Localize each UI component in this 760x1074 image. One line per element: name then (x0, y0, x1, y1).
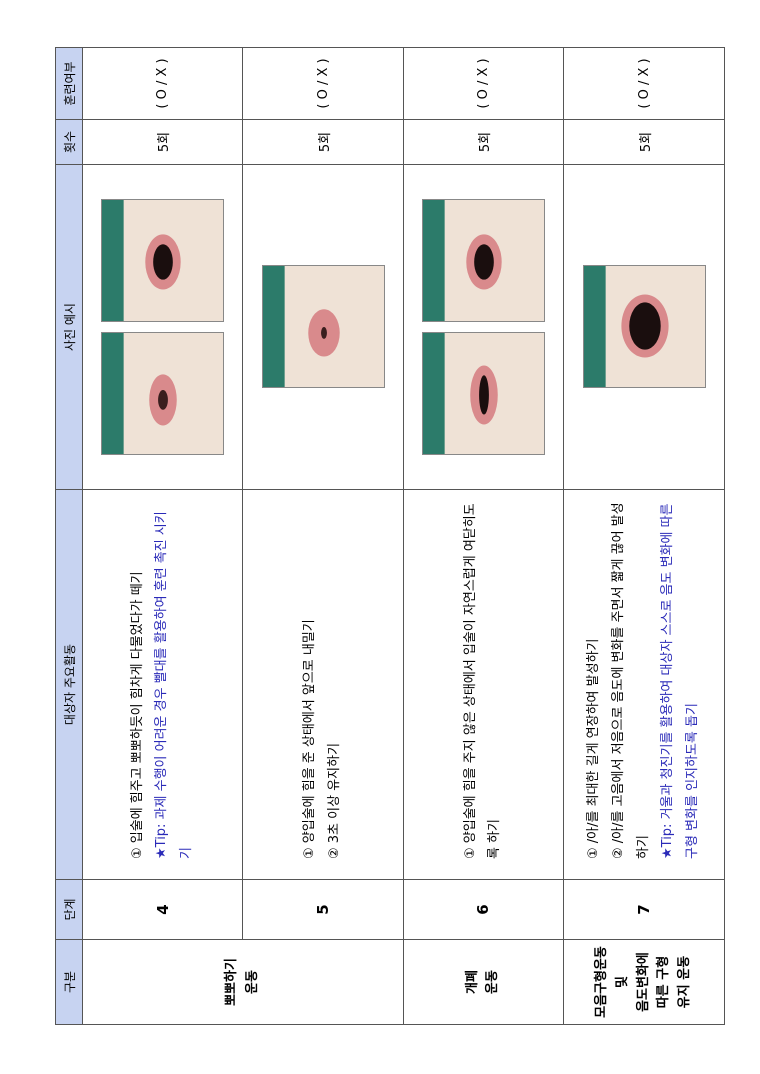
item: ① 양입술에 힘을 주지 않은 상태에서 입술이 자연스럽게 여닫히도록 하기 (462, 503, 503, 859)
header-row: 구분 단계 대상자 주요활동 사진 예시 횟수 훈련여부 (55, 47, 83, 1025)
category: 개폐 운동 (403, 939, 564, 1025)
page: 구분 단계 대상자 주요활동 사진 예시 횟수 훈련여부 뽀뽀하기 운동 4 ①… (55, 47, 725, 1025)
step: 6 (403, 879, 564, 940)
row: 모음구형운동 및 음도변화에 따른 구형 유지 운동 7 ① /아/를 최대한 … (563, 47, 725, 1025)
item: ① 양입술에 힘을 준 상태에서 앞으로 내밀기 (302, 619, 318, 859)
photo-cell (403, 164, 564, 490)
photo-cell (82, 164, 243, 490)
photo-cell (242, 164, 404, 490)
count: 5회 (563, 119, 725, 165)
header: 대상자 주요활동 (55, 489, 83, 880)
count: 5회 (403, 119, 564, 165)
photo (421, 199, 545, 322)
category: 뽀뽀하기 운동 (82, 939, 404, 1025)
category: 모음구형운동 및 음도변화에 따른 구형 유지 운동 (563, 939, 725, 1025)
activity: ① /아/를 최대한 길게 연장하여 발성하기 ② /아/를 고음에서 저음으로 … (563, 489, 725, 880)
item: ① 입술에 힘주고 뽀뽀하듯이 힘차게 다물었다가 떼기 (129, 571, 145, 859)
check: ( O / X ) (563, 47, 725, 120)
check: ( O / X ) (82, 47, 243, 120)
photo (101, 199, 225, 322)
photo (421, 332, 545, 455)
header: 훈련여부 (55, 47, 83, 120)
photo (261, 265, 385, 389)
tip: ★Tip: 거울과 청진기를 활용하여 대상자 스스로 음도 변화에 따른 구형… (660, 503, 701, 859)
item: ② /아/를 고음에서 저음으로 음도에 변화를 주면서 짧게 끊어 발성하기 (610, 502, 651, 859)
row: 개폐 운동 6 ① 양입술에 힘을 주지 않은 상태에서 입술이 자연스럽게 여… (403, 47, 564, 1025)
activity: ① 양입술에 힘을 준 상태에서 앞으로 내밀기 ② 3초 이상 유지하기 (242, 489, 404, 880)
header: 구분 (55, 939, 83, 1025)
activity: ① 입술에 힘주고 뽀뽀하듯이 힘차게 다물었다가 떼기 ★Tip: 과제 수행이… (82, 489, 243, 880)
step: 7 (563, 879, 725, 940)
tip: ★Tip: 과제 수행이 어려운 경우 빨대를 활용하여 훈련 촉진 시키기 (154, 511, 195, 859)
table: 구분 단계 대상자 주요활동 사진 예시 횟수 훈련여부 뽀뽀하기 운동 4 ①… (55, 47, 725, 1025)
header: 단계 (55, 879, 83, 940)
count: 5회 (82, 119, 243, 165)
step: 4 (82, 879, 243, 940)
check: ( O / X ) (403, 47, 564, 120)
check: ( O / X ) (242, 47, 404, 120)
step: 5 (242, 879, 404, 940)
photo-cell (563, 164, 725, 490)
photo (101, 332, 225, 455)
item: ① /아/를 최대한 길게 연장하여 발성하기 (586, 638, 602, 859)
row: 뽀뽀하기 운동 4 ① 입술에 힘주고 뽀뽀하듯이 힘차게 다물었다가 떼기 ★T… (82, 47, 404, 1025)
row: 5 ① 양입술에 힘을 준 상태에서 앞으로 내밀기 ② 3초 이상 유지하기 5… (242, 47, 404, 1025)
header: 횟수 (55, 119, 83, 165)
count: 5회 (242, 119, 404, 165)
activity: ① 양입술에 힘을 주지 않은 상태에서 입술이 자연스럽게 여닫히도록 하기 (403, 489, 564, 880)
header: 사진 예시 (55, 164, 83, 490)
photo (582, 265, 706, 389)
item: ② 3초 이상 유지하기 (327, 742, 343, 859)
